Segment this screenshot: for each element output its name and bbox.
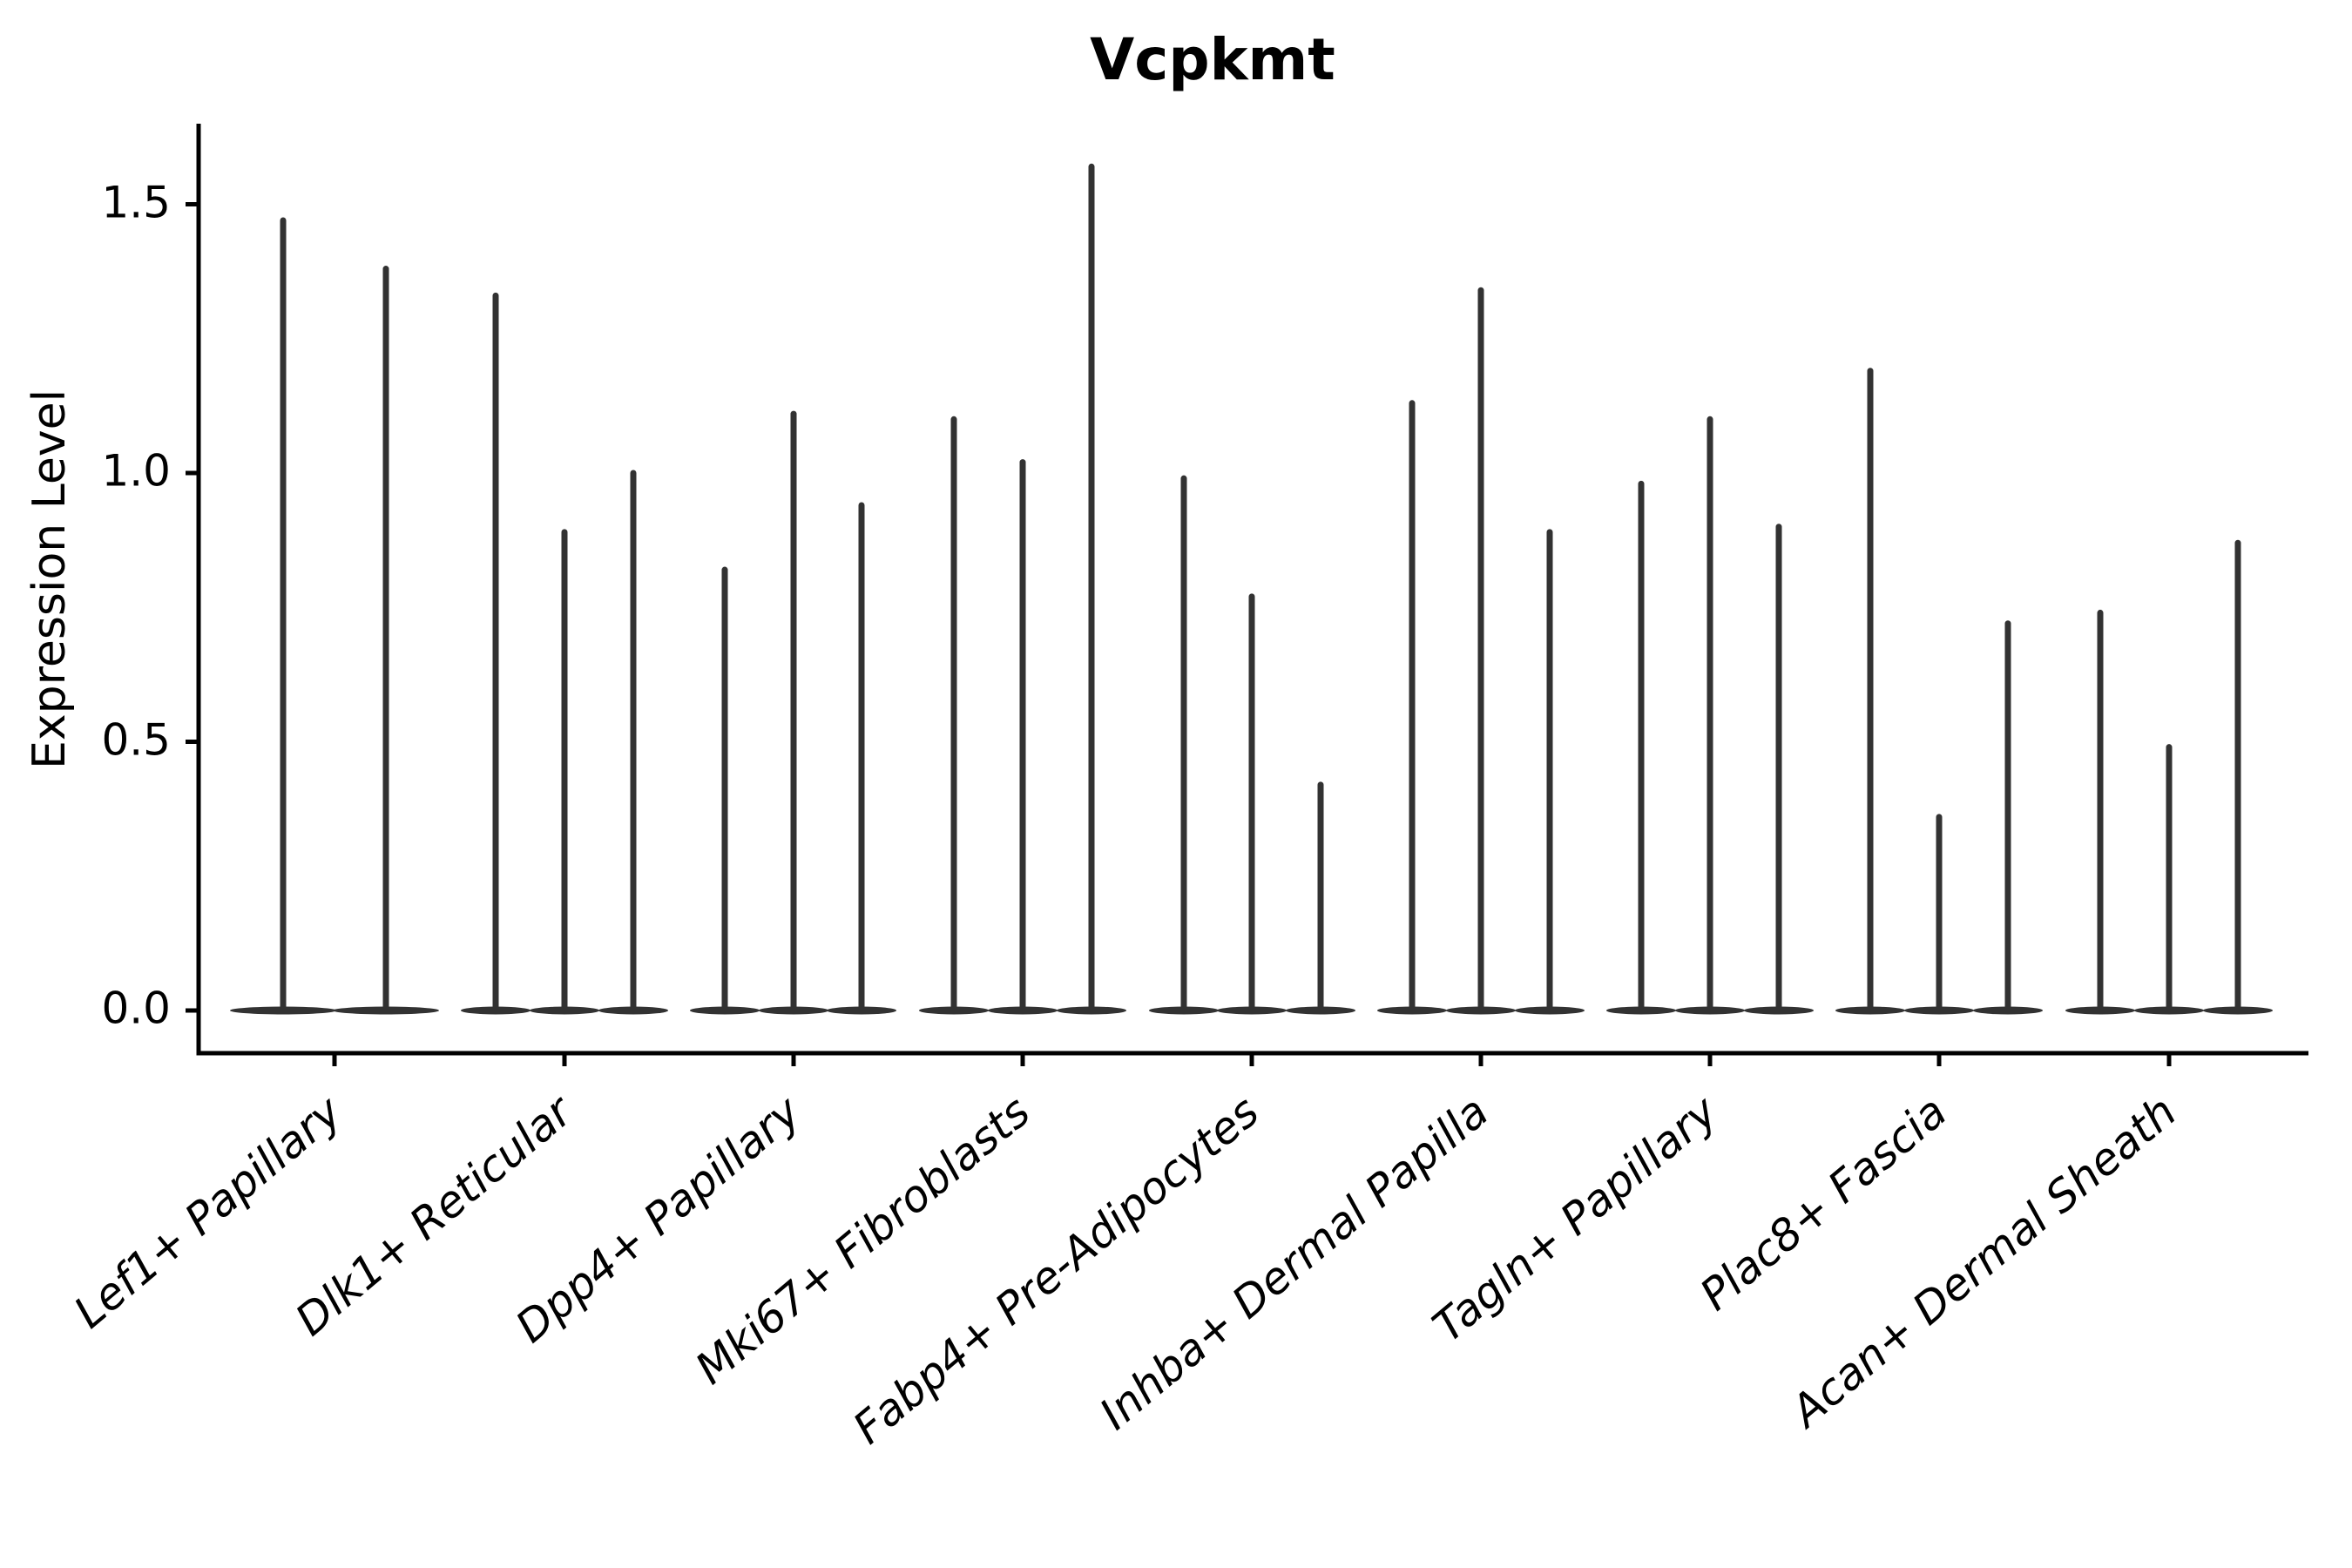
y-tick-label: 0.5 [101, 714, 171, 766]
chart-title: Vcpkmt [1090, 26, 1335, 93]
y-tick-label: 0.0 [101, 983, 171, 1034]
y-axis-title: Expression Level [24, 389, 76, 770]
y-tick-label: 1.5 [101, 177, 171, 228]
y-tick-label: 1.0 [101, 445, 171, 497]
